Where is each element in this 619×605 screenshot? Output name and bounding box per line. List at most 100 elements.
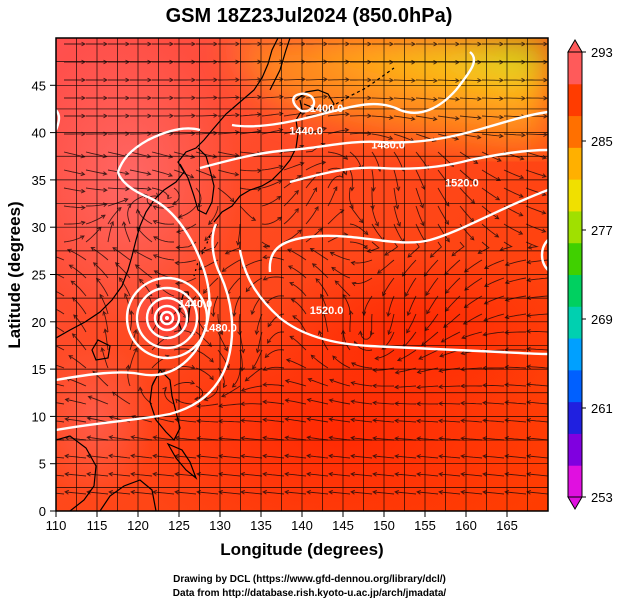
contour-1400-west (56, 109, 61, 131)
streamline (386, 295, 395, 318)
streamline (350, 362, 373, 369)
streamline (174, 95, 196, 101)
streamline (244, 367, 263, 382)
contour-label: 1440.0 (179, 299, 213, 311)
streamline (429, 241, 442, 258)
streamline (290, 298, 307, 315)
streamline (56, 456, 65, 459)
streamline (438, 41, 460, 47)
warm-region-east (260, 250, 548, 410)
streamline (138, 386, 153, 405)
colorbar-segment (568, 274, 582, 307)
streamline (416, 384, 439, 390)
streamline (526, 77, 548, 83)
streamline (70, 280, 87, 297)
streamline (349, 113, 372, 119)
streamline (284, 378, 307, 387)
streamline (404, 277, 417, 298)
streamline (503, 96, 526, 101)
streamline (68, 355, 87, 369)
streamline (305, 94, 328, 100)
streamline (130, 489, 153, 495)
streamline (63, 205, 86, 210)
streamline (107, 198, 129, 207)
streamline (350, 453, 373, 459)
streamline (203, 277, 219, 294)
x-tick-label: 135 (250, 518, 272, 533)
streamline (361, 295, 373, 317)
streamline (289, 335, 307, 351)
streamline (438, 454, 461, 459)
streamline (307, 377, 329, 387)
streamline (438, 489, 461, 495)
streamline (372, 400, 395, 406)
contour-1520-south (238, 249, 548, 356)
streamline (240, 471, 263, 477)
streamline (370, 313, 375, 336)
streamline (328, 489, 351, 495)
x-axis-label: Longitude (degrees) (220, 540, 383, 559)
contour-label: 1520.0 (310, 305, 344, 317)
streamline (460, 400, 483, 406)
streamline (152, 113, 174, 119)
hot-region-land (56, 38, 240, 330)
contour-1400 (231, 51, 476, 128)
streamline (526, 382, 548, 387)
streamline (328, 471, 351, 477)
coast-borneo (99, 479, 157, 511)
streamline (262, 276, 285, 281)
streamline (283, 77, 306, 82)
streamline (240, 385, 263, 392)
streamline (547, 134, 548, 135)
streamline (130, 113, 152, 119)
streamline (261, 195, 282, 207)
streamline (130, 435, 153, 441)
streamline (481, 205, 500, 220)
streamline (217, 95, 240, 100)
streamline (481, 133, 504, 139)
height-contours (56, 51, 548, 432)
streamline (173, 131, 196, 136)
streamline (56, 402, 65, 405)
streamline (547, 206, 548, 207)
streamline (108, 41, 130, 47)
streamline (63, 169, 86, 177)
streamline (349, 205, 364, 224)
contour-label: 1520.0 (445, 178, 479, 190)
streamline (240, 453, 263, 459)
streamline (173, 169, 195, 179)
streamline (152, 254, 175, 261)
colorbar-tick-label: 277 (591, 223, 613, 238)
credit-data: Data from http://database.rish.kyoto-u.a… (172, 588, 447, 599)
streamline (416, 471, 439, 477)
streamline (372, 78, 394, 83)
x-tick-label: 160 (455, 518, 477, 533)
streamline (261, 241, 271, 249)
y-axis-label: Latitude (degrees) (5, 201, 24, 348)
streamline (267, 331, 285, 344)
streamline (306, 435, 329, 441)
streamline (262, 399, 285, 405)
streamline (440, 331, 461, 343)
streamline (218, 471, 241, 477)
streamline (438, 471, 461, 477)
coast-mainland (56, 38, 279, 339)
streamline (195, 349, 214, 363)
coast-hainan (91, 339, 111, 361)
streamline (349, 95, 372, 101)
streamline (416, 41, 438, 47)
streamline (350, 417, 373, 423)
streamline (547, 152, 548, 153)
streamline (107, 220, 114, 243)
streamline (64, 397, 87, 405)
streamline (218, 403, 241, 409)
streamline (426, 295, 439, 315)
streamline (482, 59, 504, 65)
streamline (151, 169, 173, 177)
streamline (548, 42, 569, 46)
streamline (547, 170, 548, 171)
streamline (289, 281, 307, 297)
streamline (382, 277, 395, 297)
streamline (108, 435, 131, 441)
streamline (86, 95, 108, 101)
